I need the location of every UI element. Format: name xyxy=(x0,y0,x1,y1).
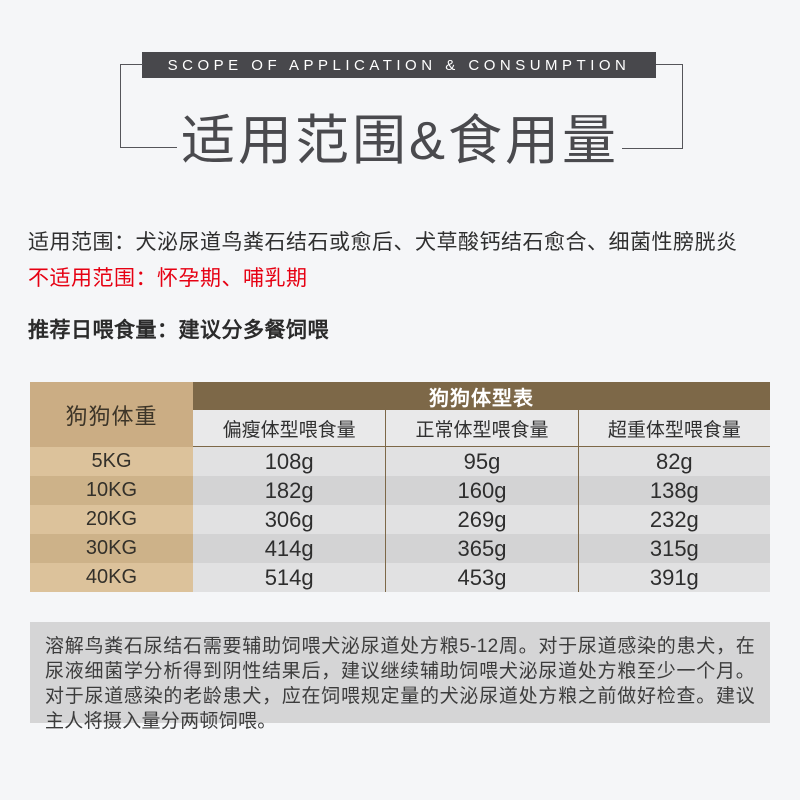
decor-line-right-vertical xyxy=(682,64,683,149)
column-header-overweight: 超重体型喂食量 xyxy=(577,410,770,447)
value-cell: 306g xyxy=(193,505,386,534)
value-cell: 232g xyxy=(577,505,770,534)
weight-cell: 30KG xyxy=(30,534,193,563)
section-eyebrow-banner: SCOPE OF APPLICATION & CONSUMPTION xyxy=(142,52,656,78)
column-header-normal: 正常体型喂食量 xyxy=(385,410,578,447)
value-cell: 391g xyxy=(577,563,770,592)
feeding-instructions-footnote: 溶解鸟粪石尿结石需要辅助饲喂犬泌尿道处方粮5-12周。对于尿道感染的患犬，在尿液… xyxy=(30,622,770,732)
weight-cell: 40KG xyxy=(30,563,193,592)
weight-cell: 5KG xyxy=(30,447,193,476)
value-cell: 138g xyxy=(577,476,770,505)
value-cell: 365g xyxy=(385,534,578,563)
value-cell: 414g xyxy=(193,534,386,563)
decor-line-right-top xyxy=(656,64,683,65)
decor-line-left-top xyxy=(120,64,143,65)
decor-line-left-bottom xyxy=(120,147,177,148)
page-title: 适用范围&食用量 xyxy=(180,111,620,171)
value-cell: 95g xyxy=(385,447,578,476)
value-cell: 108g xyxy=(193,447,386,476)
applicable-scope-text: 适用范围：犬泌尿道鸟粪石结石或愈后、犬草酸钙结石愈合、细菌性膀胱炎 xyxy=(28,231,738,254)
value-cell: 315g xyxy=(577,534,770,563)
value-cell: 453g xyxy=(385,563,578,592)
value-cell: 160g xyxy=(385,476,578,505)
weight-cell: 10KG xyxy=(30,476,193,505)
table-group-header: 狗狗体型表 xyxy=(193,382,770,410)
value-cell: 514g xyxy=(193,563,386,592)
decor-line-right-bottom xyxy=(622,148,683,149)
decor-line-left-vertical xyxy=(120,64,121,148)
daily-feeding-recommendation-text: 推荐日喂食量：建议分多餐饲喂 xyxy=(28,319,329,342)
feeding-amount-table: 狗狗体重 狗狗体型表 偏瘦体型喂食量 正常体型喂食量 超重体型喂食量 5KG 1… xyxy=(30,382,770,592)
value-cell: 182g xyxy=(193,476,386,505)
value-cell: 269g xyxy=(385,505,578,534)
weight-cell: 20KG xyxy=(30,505,193,534)
not-applicable-text: 不适用范围：怀孕期、哺乳期 xyxy=(28,267,308,290)
column-header-thin: 偏瘦体型喂食量 xyxy=(193,410,386,447)
value-cell: 82g xyxy=(577,447,770,476)
table-corner-header: 狗狗体重 xyxy=(30,382,193,447)
